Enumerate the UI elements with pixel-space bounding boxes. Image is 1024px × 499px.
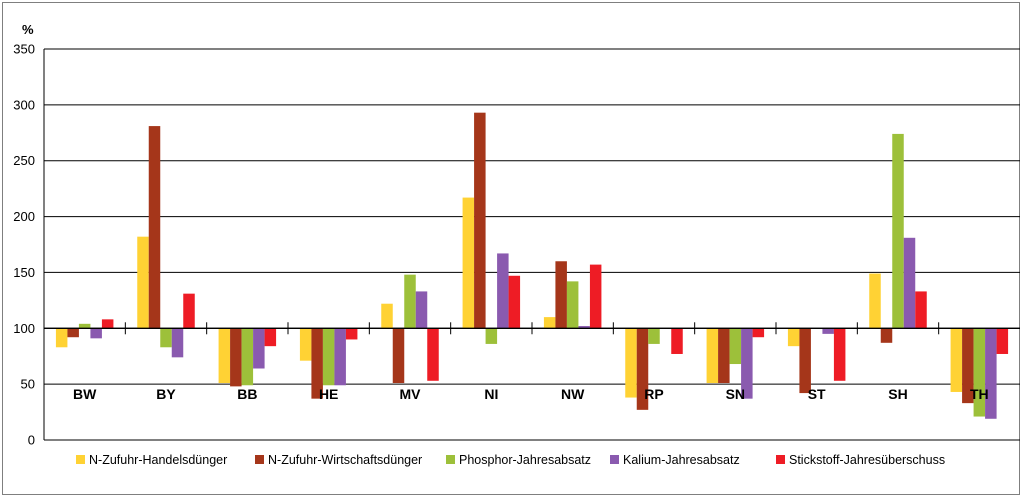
category-label: MV xyxy=(400,386,422,402)
bar xyxy=(625,328,637,398)
legend-swatch xyxy=(610,455,619,464)
bar xyxy=(381,303,393,329)
legend-entry: Kalium-Jahresabsatz xyxy=(623,453,740,467)
bar xyxy=(427,328,439,381)
y-tick-label: 50 xyxy=(21,377,35,392)
category-label: BY xyxy=(156,386,176,402)
bar xyxy=(799,328,811,394)
bar xyxy=(508,275,521,329)
bar xyxy=(334,328,346,386)
legend-entry: N-Zufuhr-Wirtschaftsdünger xyxy=(268,453,422,467)
legend-entry: N-Zufuhr-Handelsdünger xyxy=(89,453,227,467)
bar xyxy=(322,328,335,386)
bar xyxy=(55,328,68,348)
bar xyxy=(996,328,1009,354)
bar xyxy=(415,291,428,329)
bar xyxy=(67,328,79,338)
bar xyxy=(706,328,719,384)
bar xyxy=(264,328,277,347)
bar xyxy=(973,328,986,417)
legend-entry: Stickstoff-Jahresüberschuss xyxy=(789,453,945,467)
bar xyxy=(950,328,963,392)
bar xyxy=(636,328,649,410)
bar xyxy=(78,323,91,329)
category-label: BW xyxy=(73,386,97,402)
y-tick-label: 200 xyxy=(13,209,35,224)
bar xyxy=(962,328,974,404)
bar xyxy=(555,261,567,329)
bar xyxy=(148,126,161,329)
bar xyxy=(566,281,579,329)
bar xyxy=(485,328,498,344)
bar xyxy=(171,328,184,358)
bar xyxy=(101,319,114,329)
bar xyxy=(578,326,590,329)
y-tick-label: 350 xyxy=(13,42,35,57)
bar xyxy=(718,328,730,384)
legend-entry: Phosphor-Jahresabsatz xyxy=(459,453,591,467)
category-label: NW xyxy=(561,386,585,402)
y-tick-labels: 0 50 100 150 200 250 300 350 xyxy=(13,42,35,448)
bar xyxy=(671,328,683,354)
bar xyxy=(822,328,834,334)
bar xyxy=(543,317,556,329)
bar xyxy=(183,293,195,329)
bar xyxy=(903,237,916,329)
bar xyxy=(497,253,509,329)
bar xyxy=(648,328,660,344)
category-label: SN xyxy=(726,386,745,402)
bar xyxy=(892,133,904,329)
axes xyxy=(43,49,1020,441)
bar xyxy=(241,328,254,386)
bar xyxy=(160,328,172,348)
category-label: BB xyxy=(237,386,257,402)
legend-swatch xyxy=(255,455,264,464)
bar xyxy=(589,264,602,329)
bar xyxy=(392,328,405,384)
bar xyxy=(787,328,800,347)
y-tick-label: 100 xyxy=(13,321,35,336)
category-label: SH xyxy=(888,386,907,402)
bar xyxy=(345,328,358,340)
bar xyxy=(90,328,102,339)
bar xyxy=(311,328,323,399)
legend-swatch xyxy=(76,455,85,464)
bar xyxy=(869,273,881,329)
y-axis-unit: % xyxy=(22,22,34,37)
legend: N-Zufuhr-Handelsdünger N-Zufuhr-Wirtschaf… xyxy=(76,453,945,467)
category-label: HE xyxy=(319,386,338,402)
bar xyxy=(752,328,765,338)
bar xyxy=(299,328,312,361)
legend-swatch xyxy=(776,455,785,464)
category-labels: BW BY BB HE MV NI NW RP SN ST SH TH xyxy=(73,386,989,402)
category-label: NI xyxy=(484,386,498,402)
bar xyxy=(915,291,927,329)
bar xyxy=(462,197,475,329)
bars xyxy=(55,112,1009,419)
bar xyxy=(230,328,242,387)
bar xyxy=(218,328,231,384)
y-tick-label: 150 xyxy=(13,265,35,280)
category-label: TH xyxy=(970,386,989,402)
bar xyxy=(404,274,416,329)
bar xyxy=(729,328,742,365)
legend-swatch xyxy=(446,455,455,464)
category-label: ST xyxy=(808,386,826,402)
bar xyxy=(880,328,893,343)
y-tick-label: 250 xyxy=(13,153,35,168)
category-label: RP xyxy=(644,386,663,402)
bar xyxy=(253,328,265,369)
bar xyxy=(137,236,149,329)
bar xyxy=(474,112,486,329)
bar xyxy=(833,328,846,381)
bar xyxy=(741,328,753,399)
y-tick-label: 0 xyxy=(28,433,35,448)
bar xyxy=(985,328,997,419)
y-tick-label: 300 xyxy=(13,97,35,112)
